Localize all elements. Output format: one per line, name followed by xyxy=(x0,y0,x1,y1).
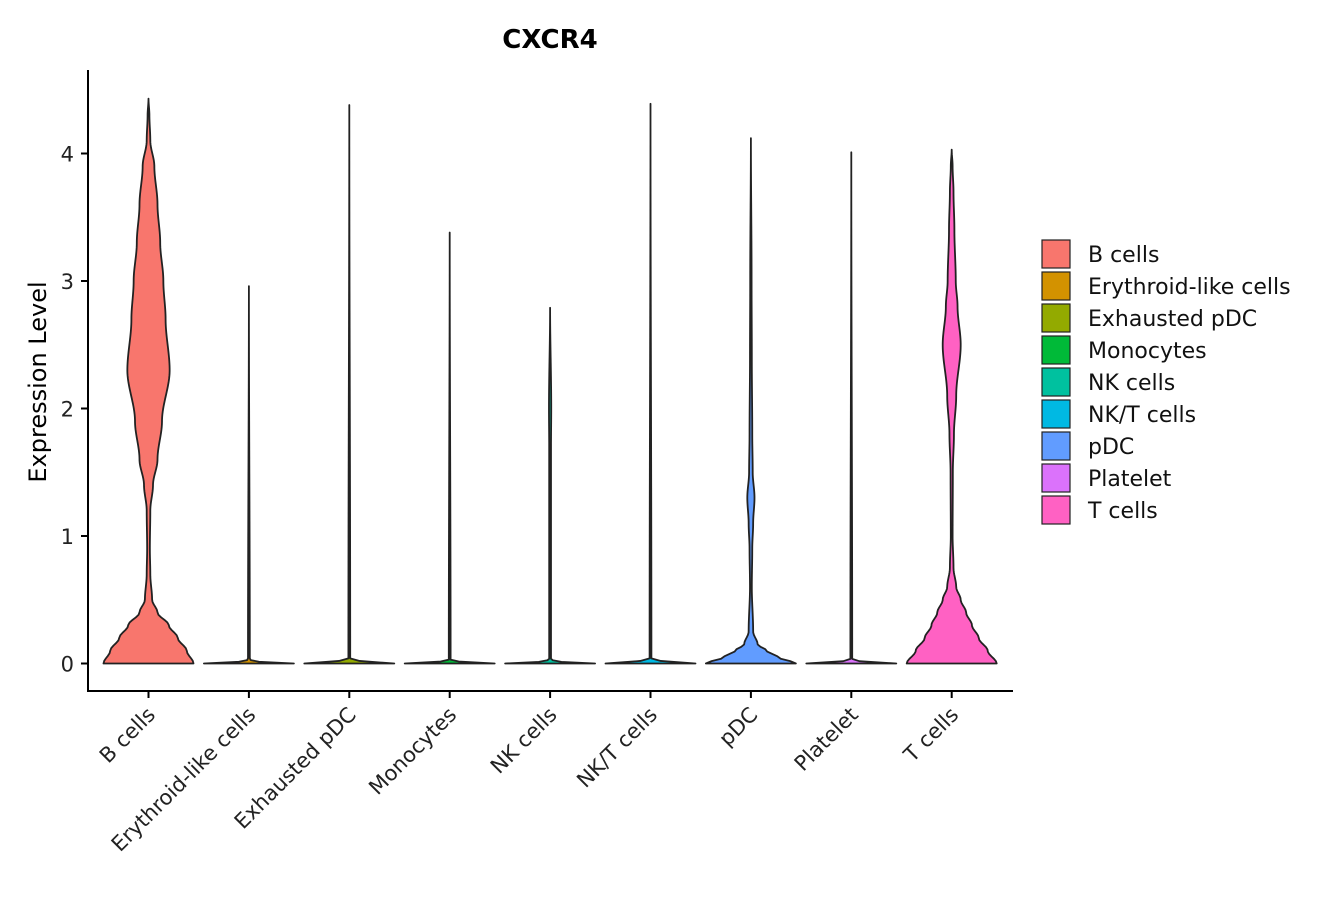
legend-swatch xyxy=(1041,399,1071,429)
violin-nk-t-cells xyxy=(604,102,697,665)
legend-label: NK/T cells xyxy=(1088,403,1196,428)
legend-swatch xyxy=(1041,495,1071,525)
legend-label: B cells xyxy=(1088,243,1159,268)
x-tick-label: Platelet xyxy=(790,703,863,776)
x-tick-label: T cells xyxy=(898,703,963,768)
y-tick-label: 3 xyxy=(61,270,74,294)
legend-swatch xyxy=(1041,431,1071,461)
violin-pdc xyxy=(705,137,797,665)
legend-label: T cells xyxy=(1087,499,1158,524)
x-tick-label: NK/T cells xyxy=(572,703,662,793)
x-tick-label: B cells xyxy=(95,703,160,768)
legend-label: Exhausted pDC xyxy=(1088,307,1257,332)
chart-title: CXCR4 xyxy=(502,25,597,55)
legend-swatch xyxy=(1041,239,1071,269)
legend-label: NK cells xyxy=(1088,371,1175,396)
legend-label: Erythroid-like cells xyxy=(1088,275,1291,300)
y-tick-label: 4 xyxy=(61,143,74,167)
violin-erythroid-like-cells xyxy=(203,285,295,665)
legend-label: pDC xyxy=(1088,435,1134,460)
legend-swatch xyxy=(1041,335,1071,365)
violin-platelet xyxy=(805,151,898,665)
legend-swatch xyxy=(1041,463,1071,493)
y-tick-label: 1 xyxy=(61,525,74,549)
violin-layer xyxy=(102,97,998,665)
y-tick-label: 2 xyxy=(61,398,74,422)
violin-monocytes xyxy=(403,231,496,665)
violin-t-cells xyxy=(905,148,998,665)
violin-nk-cells xyxy=(504,306,596,665)
violin-exhausted-pdc xyxy=(303,104,396,665)
legend-swatch xyxy=(1041,303,1071,333)
x-tick-label: pDC xyxy=(714,703,762,751)
y-axis-ticks: 0 1 2 3 4 xyxy=(61,143,88,677)
legend: B cells Erythroid-like cells Exhausted pDC… xyxy=(1041,239,1291,525)
legend-label: Monocytes xyxy=(1088,339,1207,364)
legend-label: Platelet xyxy=(1088,467,1172,492)
x-tick-label: Monocytes xyxy=(364,703,461,800)
y-tick-label: 0 xyxy=(61,653,74,677)
legend-swatch xyxy=(1041,367,1071,397)
violin-b-cells xyxy=(102,97,195,665)
legend-swatch xyxy=(1041,271,1071,301)
x-tick-label: NK cells xyxy=(486,703,562,779)
y-axis-title: Expression Level xyxy=(24,281,52,482)
